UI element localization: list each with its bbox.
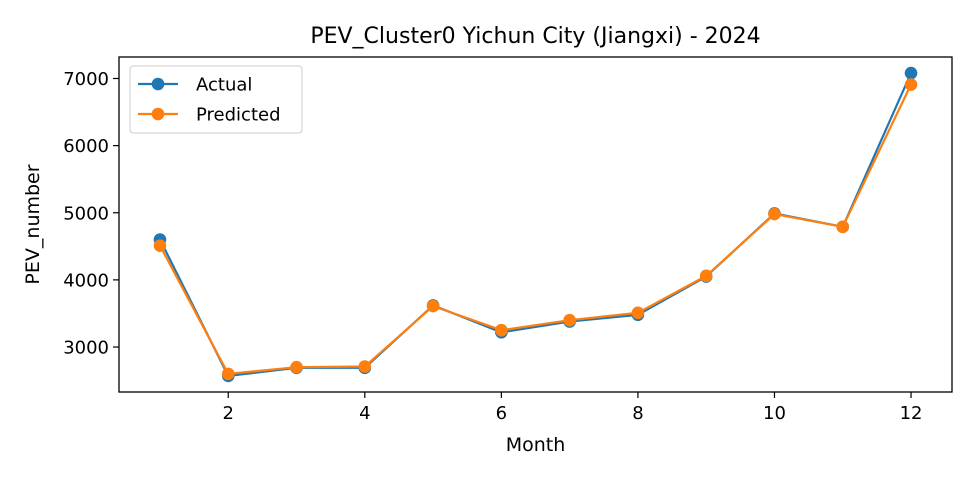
x-tick-label: 6 <box>496 403 507 424</box>
legend-entry-actual: Actual <box>138 75 252 96</box>
x-tick-label: 2 <box>223 403 234 424</box>
legend-label: Actual <box>196 75 252 96</box>
legend-marker <box>151 107 165 121</box>
x-tick-label: 4 <box>359 403 370 424</box>
x-tick-label: 12 <box>900 403 923 424</box>
data-point-predicted <box>426 299 440 313</box>
data-point-predicted <box>221 367 235 381</box>
legend-marker <box>151 77 165 91</box>
legend-label: Predicted <box>196 105 281 126</box>
data-point-predicted <box>495 323 508 337</box>
data-point-predicted <box>768 207 781 221</box>
data-point-predicted <box>358 360 372 373</box>
series-line-predicted <box>159 84 912 375</box>
y-tick-label: 6000 <box>63 136 109 157</box>
x-axis-ticks: 2 4 6 8 10 12 <box>223 392 923 424</box>
y-axis-label: PEV_number <box>22 164 44 284</box>
data-point-predicted <box>631 306 645 320</box>
chart-title: PEV_Cluster0 Yichun City (Jiangxi) - 202… <box>310 24 760 49</box>
data-point-predicted <box>904 78 918 91</box>
data-point-predicted <box>153 239 167 252</box>
legend: Actual Predicted <box>129 65 303 134</box>
x-tick-label: 8 <box>632 403 643 424</box>
y-tick-label: 3000 <box>63 338 109 359</box>
data-point-actual <box>904 66 918 80</box>
data-point-predicted <box>699 269 713 283</box>
data-point-predicted <box>563 313 576 327</box>
y-tick-label: 4000 <box>63 270 109 291</box>
series-layer <box>153 66 918 383</box>
data-point-predicted <box>836 220 850 234</box>
legend-box <box>129 65 303 134</box>
y-axis-ticks: 3000 4000 5000 6000 7000 <box>63 69 119 359</box>
x-axis-label: Month <box>506 434 566 456</box>
y-tick-label: 5000 <box>63 203 109 224</box>
x-tick-label: 10 <box>763 403 786 424</box>
data-point-predicted <box>290 360 303 374</box>
plot-frame <box>118 56 953 393</box>
y-tick-label: 7000 <box>63 69 109 90</box>
series-predicted <box>153 78 918 381</box>
legend-entry-predicted: Predicted <box>138 105 281 126</box>
